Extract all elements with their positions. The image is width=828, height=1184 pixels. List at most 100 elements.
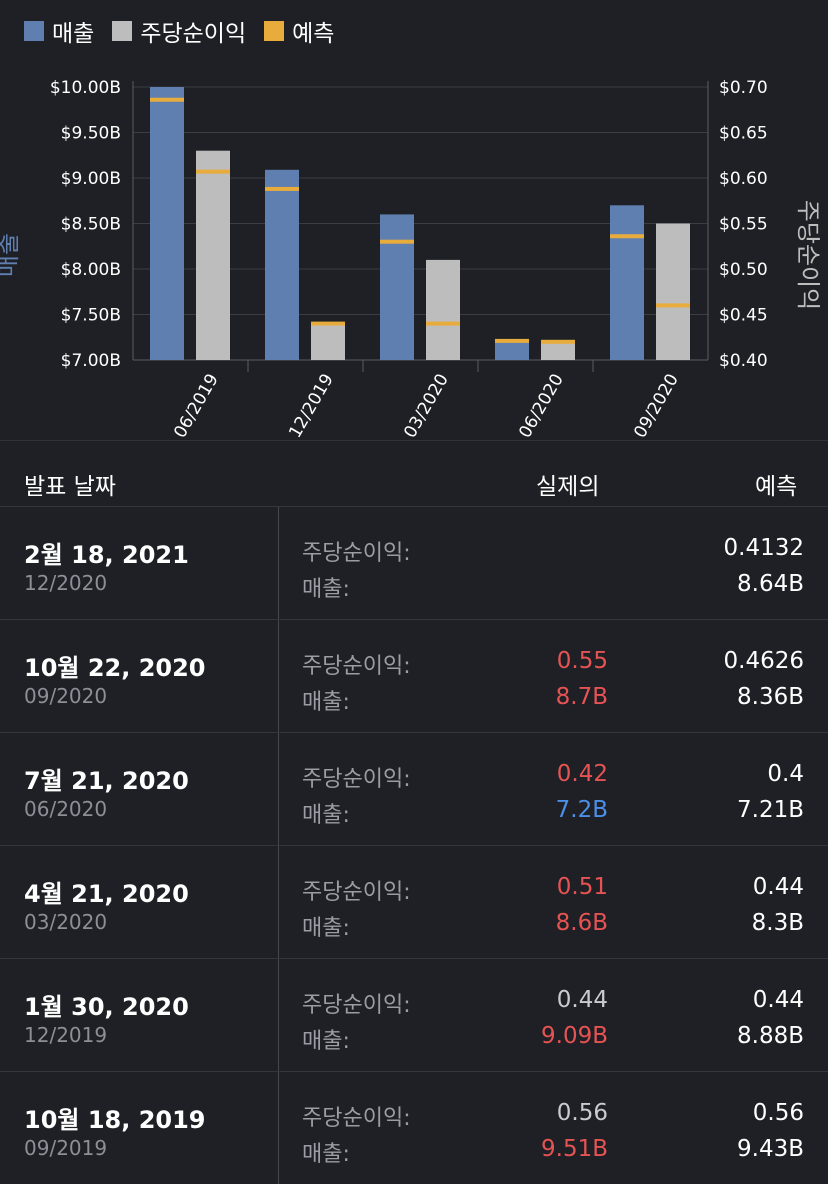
y-left-axis-title: 매출 (0, 233, 22, 277)
revenue-estimate-marker (380, 239, 414, 244)
table-row[interactable]: 7월 21, 2020 06/2020 주당순이익: 매출: 0.42 7.2B 0.4 7.… (0, 732, 828, 845)
revenue-estimate-marker (610, 234, 644, 239)
fiscal-period: 09/2019 (24, 1136, 108, 1160)
fiscal-period: 09/2020 (24, 684, 108, 708)
y-right-tick-label: $0.65 (719, 124, 768, 144)
revenue-actual: 8.6B (555, 910, 608, 936)
eps-actual: 0.55 (556, 648, 608, 674)
release-date: 10월 18, 2019 (24, 1106, 206, 1134)
eps-estimate-marker (196, 169, 230, 174)
eps-actual: 0.42 (556, 761, 608, 787)
y-right-tick-label: $0.55 (719, 215, 768, 235)
revenue-label: 매출: (302, 577, 350, 602)
earnings-table-header: 발표 날짜 실제의 예측 (0, 440, 828, 507)
eps-label: 주당순이익: (302, 880, 411, 905)
table-row[interactable]: 1월 30, 2020 12/2019 주당순이익: 매출: 0.44 9.09B 0.44… (0, 958, 828, 1071)
eps-label: 주당순이익: (302, 993, 411, 1018)
release-date: 7월 21, 2020 (24, 767, 189, 795)
revenue-actual: 9.09B (541, 1023, 608, 1049)
table-row[interactable]: 2월 18, 2021 12/2020 주당순이익: 매출: 0.4132 8.64B (0, 506, 828, 619)
release-date: 2월 18, 2021 (24, 541, 189, 569)
revenue-bar (265, 169, 299, 360)
table-row[interactable]: 10월 22, 2020 09/2020 주당순이익: 매출: 0.55 8.7B 0.46… (0, 619, 828, 732)
table-row[interactable]: 10월 18, 2019 09/2019 주당순이익: 매출: 0.56 9.51B 0.5… (0, 1071, 828, 1184)
legend-swatch-eps (112, 21, 133, 41)
y-right-tick-label: $0.60 (719, 169, 768, 189)
revenue-actual: 8.7B (555, 684, 608, 710)
revenue-bar (380, 214, 414, 360)
y-right-tick-label: $0.50 (719, 260, 768, 280)
release-date: 4월 21, 2020 (24, 880, 189, 908)
eps-estimate: 0.4626 (723, 648, 804, 674)
revenue-label: 매출: (302, 690, 350, 715)
column-divider (278, 620, 279, 732)
eps-actual: 0.56 (556, 1100, 608, 1126)
eps-label: 주당순이익: (302, 1106, 411, 1131)
legend-item-estimate[interactable]: 예측 (264, 14, 334, 48)
revenue-actual: 9.51B (541, 1136, 608, 1162)
fiscal-period: 12/2019 (24, 1023, 108, 1047)
legend-item-eps[interactable]: 주당순이익 (112, 14, 246, 48)
column-divider (278, 733, 279, 845)
revenue-label: 매출: (302, 916, 350, 941)
x-tick-label: 06/2019 (170, 371, 223, 441)
eps-estimate: 0.56 (752, 1100, 804, 1126)
eps-bar (656, 223, 690, 360)
eps-actual: 0.51 (556, 874, 608, 900)
eps-bar (311, 323, 345, 360)
eps-actual: 0.44 (556, 987, 608, 1013)
eps-estimate-marker (426, 321, 460, 326)
fiscal-period: 06/2020 (24, 797, 108, 821)
chart-legend: 매출 주당순이익 예측 (24, 14, 352, 48)
x-tick-label: 06/2020 (515, 371, 568, 441)
revenue-estimate: 8.3B (751, 910, 804, 936)
eps-bar (426, 259, 460, 360)
revenue-bar (150, 87, 184, 360)
y-left-tick-label: $7.00B (61, 351, 121, 371)
fiscal-period: 12/2020 (24, 571, 108, 595)
eps-bar (541, 341, 575, 360)
column-divider (278, 1072, 279, 1184)
y-left-tick-label: $9.50B (61, 124, 121, 144)
eps-estimate: 0.44 (752, 874, 804, 900)
y-left-tick-label: $9.00B (61, 169, 121, 189)
revenue-estimate-marker (265, 186, 299, 191)
revenue-estimate: 7.21B (737, 797, 804, 823)
revenue-estimate: 8.88B (737, 1023, 804, 1049)
y-left-tick-label: $7.50B (61, 306, 121, 326)
eps-estimate-marker (311, 321, 345, 326)
eps-estimate-marker (541, 339, 575, 344)
legend-item-revenue[interactable]: 매출 (24, 14, 94, 48)
x-tick-label: 09/2020 (630, 371, 683, 441)
eps-bar (196, 150, 230, 360)
x-tick-label: 12/2019 (285, 371, 338, 441)
eps-estimate-marker (656, 303, 690, 308)
eps-label: 주당순이익: (302, 767, 411, 792)
y-right-tick-label: $0.40 (719, 351, 768, 371)
release-date: 10월 22, 2020 (24, 654, 206, 682)
earnings-table: 2월 18, 2021 12/2020 주당순이익: 매출: 0.4132 8.64B 10… (0, 506, 828, 1184)
revenue-label: 매출: (302, 1142, 350, 1167)
revenue-estimate-marker (150, 97, 184, 102)
y-left-tick-label: $8.50B (61, 215, 121, 235)
revenue-label: 매출: (302, 1029, 350, 1054)
eps-estimate: 0.4 (767, 761, 804, 787)
earnings-chart: 매출 주당순이익 예측 $7.00B $7.50B $8.00B $8.50B $9.0… (0, 0, 828, 440)
legend-label-revenue: 매출 (52, 21, 95, 47)
column-divider (278, 507, 279, 619)
table-row[interactable]: 4월 21, 2020 03/2020 주당순이익: 매출: 0.51 8.6B 0.44 8… (0, 845, 828, 958)
legend-label-estimate: 예측 (292, 21, 335, 47)
eps-estimate: 0.44 (752, 987, 804, 1013)
revenue-estimate-marker (495, 338, 529, 343)
revenue-estimate: 9.43B (737, 1136, 804, 1162)
eps-label: 주당순이익: (302, 541, 411, 566)
revenue-estimate: 8.64B (737, 571, 804, 597)
release-date: 1월 30, 2020 (24, 993, 189, 1021)
revenue-bar (610, 205, 644, 360)
revenue-estimate: 8.36B (737, 684, 804, 710)
eps-estimate: 0.4132 (723, 535, 804, 561)
legend-label-eps: 주당순이익 (140, 21, 247, 47)
y-right-axis-title: 주당순이익 (794, 200, 822, 310)
column-divider (278, 846, 279, 958)
header-estimate: 예측 (755, 474, 798, 500)
